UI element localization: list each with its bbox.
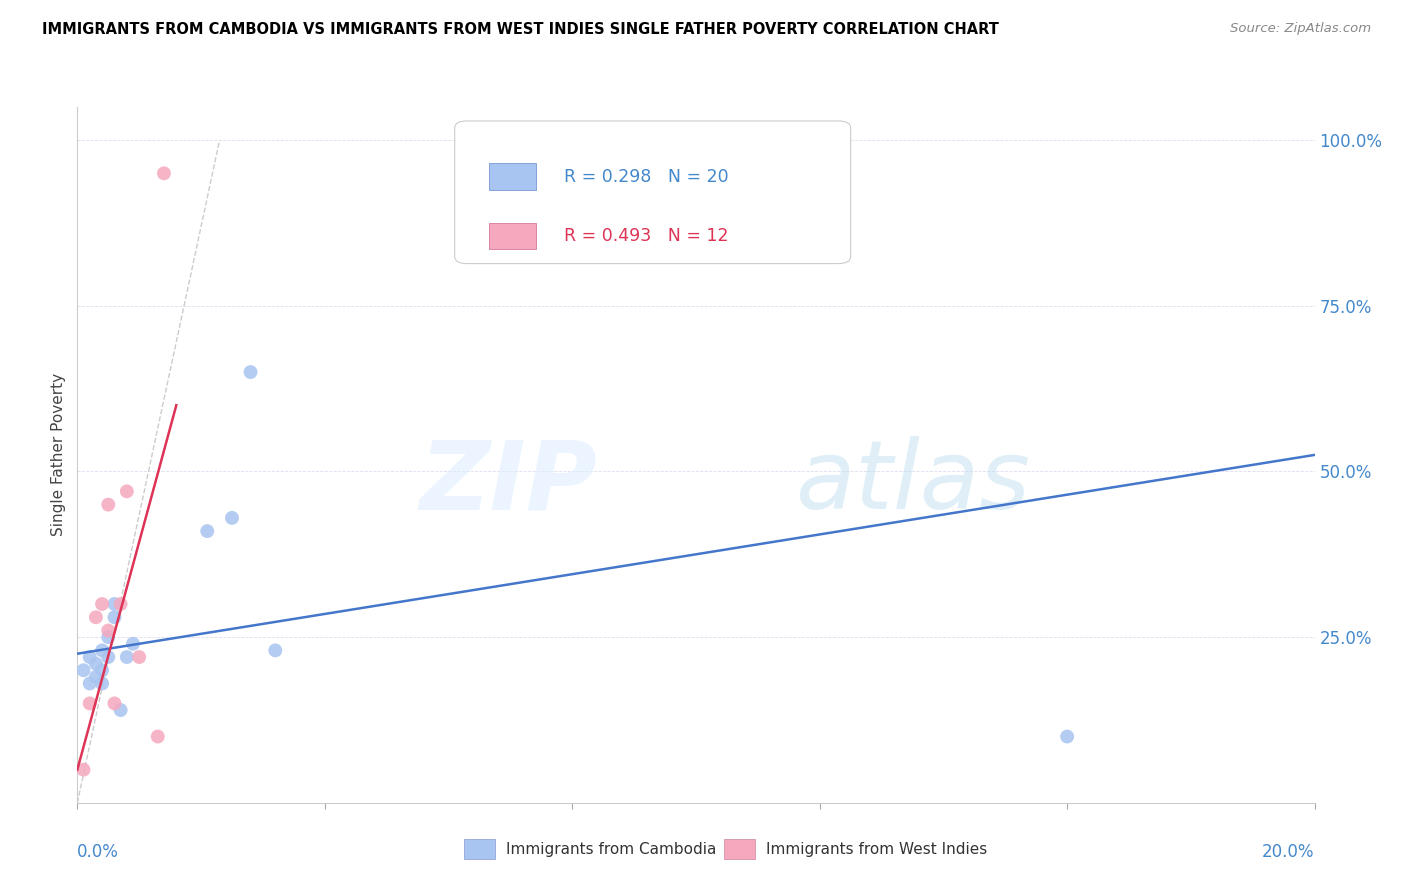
Point [221,511,243,525]
Point [72,763,94,777]
Point [79,697,101,711]
Y-axis label: Single Father Poverty: Single Father Poverty [51,374,66,536]
Point [84,610,107,624]
Point [79,650,101,665]
Point [122,637,145,651]
Text: ZIP: ZIP [419,436,598,529]
Point [195,524,218,538]
Point [84,670,107,684]
Point [97,650,120,665]
Text: R = 0.298   N = 20: R = 0.298 N = 20 [564,168,728,186]
Text: 20.0%: 20.0% [1263,843,1315,861]
Point [91,597,114,611]
Point [110,703,132,717]
Point [91,663,114,677]
Point [72,663,94,677]
Text: IMMIGRANTS FROM CAMBODIA VS IMMIGRANTS FROM WEST INDIES SINGLE FATHER POVERTY CO: IMMIGRANTS FROM CAMBODIA VS IMMIGRANTS F… [42,22,1000,37]
Point [97,630,120,644]
Point [103,697,125,711]
Text: Source: ZipAtlas.com: Source: ZipAtlas.com [1230,22,1371,36]
Point [97,624,120,638]
Point [115,650,138,665]
Text: Immigrants from West Indies: Immigrants from West Indies [766,842,987,856]
Text: Immigrants from Cambodia: Immigrants from Cambodia [506,842,717,856]
Point [128,650,150,665]
Text: atlas: atlas [794,436,1031,529]
Point [79,676,101,690]
Point [264,643,287,657]
FancyBboxPatch shape [454,121,851,264]
Point [91,676,114,690]
Point [110,597,132,611]
FancyBboxPatch shape [489,163,536,190]
Text: 0.0%: 0.0% [77,843,120,861]
Point [97,498,120,512]
Point [84,657,107,671]
Point [1056,730,1078,744]
Point [115,484,138,499]
Point [103,610,125,624]
FancyBboxPatch shape [489,222,536,249]
Point [146,730,169,744]
Point [103,597,125,611]
Point [153,166,176,180]
Point [91,643,114,657]
Point [239,365,262,379]
Text: R = 0.493   N = 12: R = 0.493 N = 12 [564,227,728,244]
